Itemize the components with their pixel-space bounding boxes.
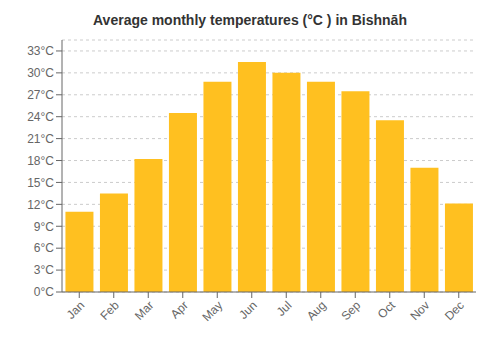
svg-text:Jun: Jun: [236, 298, 260, 322]
svg-text:33°C: 33°C: [27, 44, 54, 58]
svg-text:Mar: Mar: [132, 298, 157, 323]
svg-text:Feb: Feb: [97, 298, 122, 323]
svg-text:12°C: 12°C: [27, 198, 54, 212]
svg-text:27°C: 27°C: [27, 88, 54, 102]
svg-text:24°C: 24°C: [27, 110, 54, 124]
svg-text:May: May: [199, 298, 225, 324]
html-text:Average monthly temperatures (: Average monthly temperatures (°C ) in Bi…: [93, 12, 407, 28]
svg-text:Dec: Dec: [442, 298, 467, 323]
svg-text:Jan: Jan: [64, 298, 88, 322]
svg-text:Oct: Oct: [375, 298, 399, 322]
svg-text:Sep: Sep: [338, 298, 363, 323]
svg-text:18°C: 18°C: [27, 154, 54, 168]
svg-text:Aug: Aug: [304, 298, 329, 323]
svg-text:21°C: 21°C: [27, 132, 54, 146]
svg-text:Jul: Jul: [274, 298, 295, 319]
svg-text:0°C: 0°C: [34, 285, 54, 299]
svg-text:Nov: Nov: [407, 298, 432, 323]
svg-text:30°C: 30°C: [27, 66, 54, 80]
svg-text:Apr: Apr: [168, 298, 191, 321]
svg-text:6°C: 6°C: [34, 241, 54, 255]
svg-text:9°C: 9°C: [34, 220, 54, 234]
svg-text:15°C: 15°C: [27, 176, 54, 190]
svg-text:3°C: 3°C: [34, 263, 54, 277]
